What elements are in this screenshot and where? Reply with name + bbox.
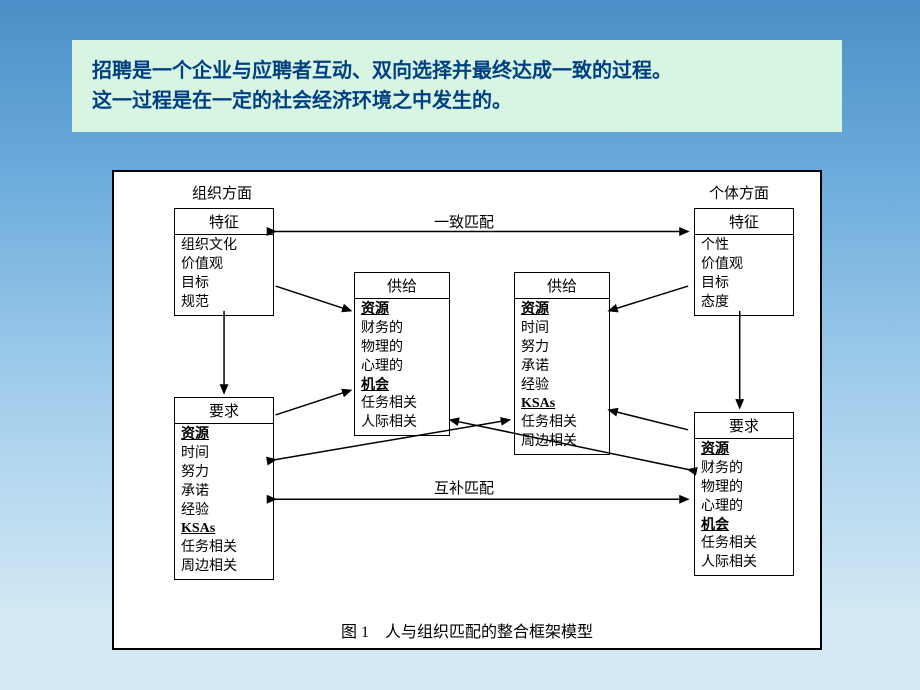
intro-line-2: 这一过程是在一定的社会经济环境之中发生的。 [92, 86, 822, 116]
box-supply-left: 供给 资源 财务的 物理的 心理的 机会 任务相关 人际相关 [354, 272, 450, 436]
box-ind-feature-title: 特征 [695, 209, 793, 235]
box-org-feature: 特征 组织文化 价值观 目标 规范 [174, 208, 274, 316]
col-header-org: 组织方面 [192, 182, 252, 203]
figure-caption: 图 1 人与组织匹配的整合框架模型 [114, 618, 820, 642]
box-demand-right: 要求 资源 财务的 物理的 心理的 机会 任务相关 人际相关 [694, 412, 794, 576]
col-header-ind: 个体方面 [709, 182, 769, 203]
intro-line-1: 招聘是一个企业与应聘者互动、双向选择并最终达成一致的过程。 [92, 56, 822, 86]
match-top-label: 一致匹配 [434, 214, 494, 234]
box-ind-feature-body: 个性 价值观 目标 态度 [695, 235, 793, 315]
box-org-feature-body: 组织文化 价值观 目标 规范 [175, 235, 273, 315]
box-supply-right: 供给 资源 时间 努力 承诺 经验 KSAs 任务相关 周边相关 [514, 272, 610, 455]
box-ind-feature: 特征 个性 价值观 目标 态度 [694, 208, 794, 316]
match-bottom-label: 互补匹配 [434, 480, 494, 500]
box-demand-left: 要求 资源 时间 努力 承诺 经验 KSAs 任务相关 周边相关 [174, 397, 274, 580]
box-org-feature-title: 特征 [175, 209, 273, 235]
intro-banner: 招聘是一个企业与应聘者互动、双向选择并最终达成一致的过程。 这一过程是在一定的社… [72, 40, 842, 132]
diagram: 组织方面 个体方面 一致匹配 互补匹配 特征 组织文化 价值观 目标 规范 特征… [114, 172, 820, 648]
diagram-frame: 组织方面 个体方面 一致匹配 互补匹配 特征 组织文化 价值观 目标 规范 特征… [112, 170, 822, 650]
